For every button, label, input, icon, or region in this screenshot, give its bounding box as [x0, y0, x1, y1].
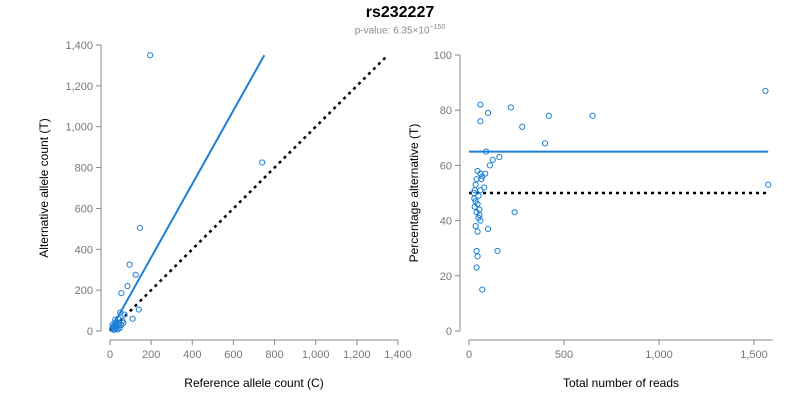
y-tick-label: 400 [75, 244, 93, 256]
data-point [259, 159, 266, 166]
data-point [108, 325, 116, 333]
data-point [545, 112, 552, 119]
y-tick-label: 0 [87, 326, 93, 338]
data-point [484, 109, 492, 117]
data-point [479, 286, 486, 293]
x-axis-label: Total number of reads [563, 376, 679, 390]
data-point [116, 324, 123, 332]
data-point [589, 112, 596, 119]
fitted-line [109, 54, 266, 332]
y-tick-label: 40 [440, 216, 452, 228]
y-tick-label: 0 [446, 326, 452, 338]
data-point [471, 203, 478, 210]
y-tick-label: 600 [75, 203, 93, 215]
data-point [473, 247, 480, 255]
x-tick-label: 500 [555, 349, 573, 361]
allele-count-scatter: 0 200 400 600 800 1,000 1,200 1,400 Reference al… [37, 40, 412, 390]
data-point [136, 224, 143, 231]
x-tick-label: 800 [265, 349, 283, 361]
y-tick-label: 60 [440, 160, 452, 172]
data-point [486, 162, 493, 169]
x-tick-label: 0 [466, 349, 472, 361]
data-point [507, 104, 514, 111]
y-tick-label: 1,400 [65, 40, 93, 52]
x-tick-label: 1,200 [343, 349, 371, 361]
data-point [120, 319, 127, 326]
data-point [489, 156, 496, 163]
expected-dotted-line [109, 54, 389, 332]
y-tick-label: 20 [440, 271, 452, 283]
pvalue-text: p-value: 6.35×10 [354, 25, 430, 37]
data-point [473, 264, 480, 271]
data-point [519, 123, 526, 130]
data-point [135, 306, 142, 313]
data-point [478, 176, 485, 183]
x-tick-label: 600 [224, 349, 242, 361]
data-point [475, 192, 482, 199]
data-point [474, 167, 481, 175]
y-tick-label: 100 [434, 50, 452, 62]
data-point [132, 271, 139, 278]
data-point [112, 316, 119, 323]
data-point [477, 118, 484, 125]
data-point [474, 228, 481, 235]
data-point [129, 315, 136, 322]
data-point [124, 282, 131, 290]
y-axis-label: Alternative allele count (T) [37, 118, 51, 257]
data-point [511, 209, 518, 216]
data-point [496, 154, 503, 161]
data-point [765, 181, 772, 188]
data-point [483, 148, 490, 155]
data-point [126, 261, 133, 268]
data-point [474, 253, 481, 260]
pvalue-subtitle: p-value: 6.35×10−150 [0, 24, 800, 36]
x-tick-label: 400 [183, 349, 201, 361]
x-tick-label: 1,000 [302, 349, 330, 361]
data-point [762, 87, 769, 94]
data-point [541, 140, 549, 147]
x-axis-label: Reference allele count (C) [184, 376, 323, 390]
data-point [472, 223, 479, 230]
y-tick-label: 80 [440, 105, 452, 117]
data-point [477, 101, 484, 108]
y-axis-label: Percentage alternative (T) [407, 124, 421, 263]
data-point [484, 225, 492, 232]
pvalue-exponent: −150 [429, 24, 446, 31]
x-tick-label: 1,500 [740, 349, 768, 361]
x-tick-label: 200 [142, 349, 160, 361]
data-point [476, 211, 483, 219]
chart-title: rs232227 [365, 4, 435, 21]
data-point [481, 184, 488, 191]
data-point [117, 309, 124, 316]
y-tick-label: 1,200 [65, 81, 93, 93]
x-tick-label: 1,000 [645, 349, 673, 361]
y-tick-label: 1,000 [65, 122, 93, 134]
percentage-alternative-scatter: 0 500 1,000 1,500 Total number of reads 0 20 40… [407, 50, 773, 390]
x-tick-label: 0 [107, 349, 113, 361]
data-point [118, 290, 125, 297]
data-point [472, 181, 479, 188]
y-tick-label: 800 [75, 163, 93, 175]
data-point [494, 247, 501, 255]
x-tick-label: 1,400 [384, 349, 412, 361]
data-point [147, 52, 154, 59]
y-tick-label: 200 [75, 285, 93, 297]
